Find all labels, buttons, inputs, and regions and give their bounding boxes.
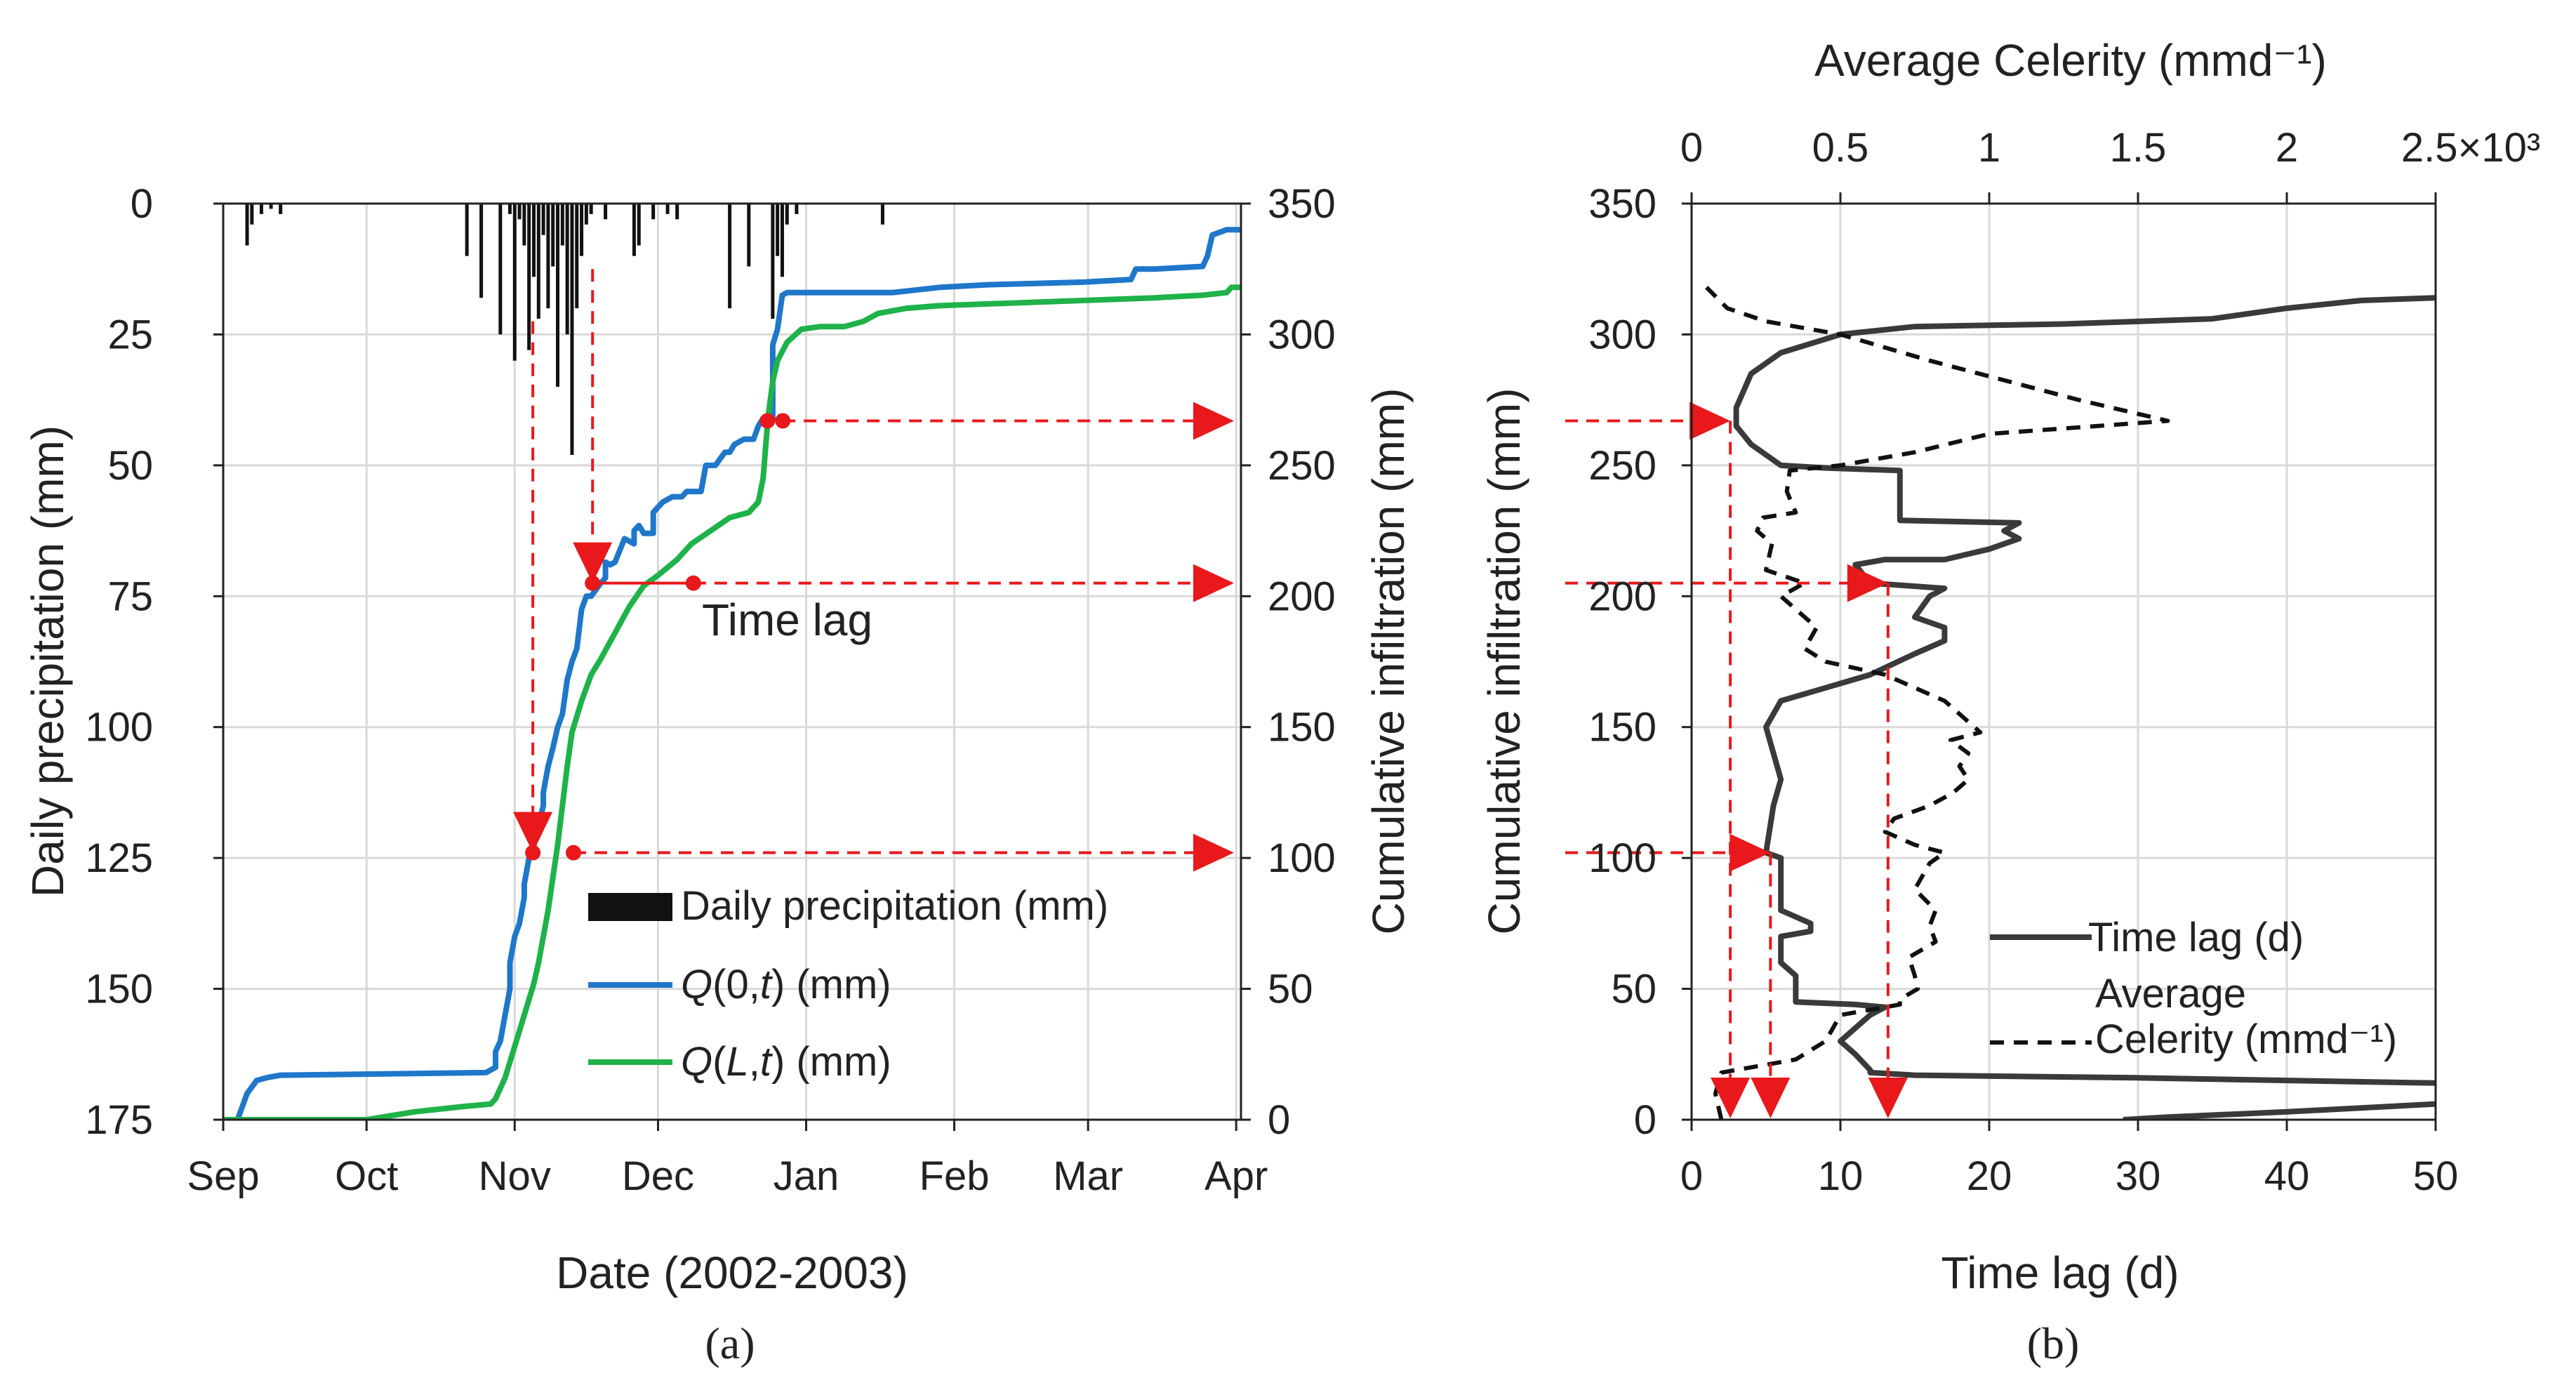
chart-a-y-left-tick-label: 100	[85, 705, 153, 750]
chart-b-ticks: 0 10 20 30 40 50 0 0.5 1 1.5 2 2.5×10³ 0 50 100 150 200 2…	[1588, 125, 2540, 1199]
chart-b-series-celerity-line	[1705, 286, 2170, 1120]
chart-a-y-right-tick-label: 50	[1268, 967, 1313, 1012]
chart-a-y-right-tick-label: 150	[1268, 705, 1336, 750]
chart-a-series	[223, 227, 1241, 1120]
chart-a-y-right-tick-label: 200	[1268, 574, 1336, 619]
chart-b-y-tick-label: 50	[1611, 967, 1657, 1012]
chart-a-arrows	[513, 269, 1234, 872]
chart-a-y-left-tick-label: 50	[107, 443, 153, 489]
chart-a-x-tick-label: Oct	[335, 1153, 398, 1199]
chart-a-y-left-tick-label: 175	[85, 1097, 153, 1143]
chart-b-x2-axis-title: Average Celerity (mmd⁻¹)	[1814, 35, 2327, 86]
chart-b-y-tick-label: 300	[1588, 312, 1657, 357]
chart-a-down-arrow-head	[513, 812, 553, 853]
chart-b-x2-tick-label: 0.5	[1812, 125, 1869, 171]
chart-a-marker	[775, 413, 791, 429]
chart-a-x-axis-title: Date (2002-2003)	[556, 1247, 908, 1298]
chart-b-down-arrow-head	[1751, 1078, 1791, 1118]
chart-b-y-tick-label: 200	[1588, 574, 1657, 619]
chart-a-y-left-axis-title: Daily precipitation (mm)	[22, 425, 73, 897]
chart-b-x-tick-label: 10	[1818, 1153, 1864, 1199]
chart-b-x-tick-label: 30	[2116, 1153, 2161, 1199]
chart-b-series	[1705, 286, 2436, 1120]
chart-a-y-right-tick-label: 100	[1268, 835, 1336, 881]
chart-a-y-left-tick-label: 25	[107, 312, 153, 357]
chart-b-plot-frame	[1690, 202, 2437, 1121]
chart-a-x-tick-label: Mar	[1053, 1153, 1123, 1199]
chart-a-y-right-axis-title: Cumulative infiltration (mm)	[1363, 388, 1414, 935]
chart-b-x2-tick-label: 2	[2276, 125, 2298, 171]
chart-a-series-q0-line	[223, 227, 1241, 1120]
chart-a-x-tick-label: Sep	[187, 1153, 259, 1199]
chart-a-marker	[585, 575, 601, 591]
chart-b-down-arrow-head	[1711, 1078, 1751, 1118]
chart-b-right-arrow-head	[1729, 833, 1771, 872]
legend-timelag-label: Time lag (d)	[2088, 915, 2304, 960]
chart-a-y-right-tick-label: 250	[1268, 443, 1336, 489]
chart-a-ticks: Sep Oct Nov Dec Jan Feb Mar Apr0255075100125150…	[85, 181, 1336, 1199]
chart-a-x-tick-label: Jan	[774, 1153, 839, 1199]
legend-celerity-label-line1: Average	[2095, 971, 2246, 1017]
chart-b-y-tick-label: 100	[1588, 835, 1657, 881]
chart-b-arrows	[1565, 402, 1908, 1118]
chart-b-y-tick-label: 0	[1634, 1097, 1657, 1143]
legend-precip-swatch	[588, 893, 672, 921]
chart-a-series-ql-line	[223, 284, 1241, 1120]
legend-celerity-label-line2: Celerity (mmd⁻¹)	[2095, 1017, 2397, 1062]
chart-b-x-tick-label: 40	[2264, 1153, 2310, 1199]
chart-a-y-right-tick-label: 300	[1268, 312, 1336, 357]
chart-a-gridlines	[223, 202, 1241, 1121]
chart-a-right-arrow-head	[1193, 402, 1234, 440]
chart-b-y-axis-title: Cumulative infiltration (mm)	[1479, 388, 1529, 935]
chart-b-x-tick-label: 50	[2413, 1153, 2459, 1199]
chart-b-x-tick-label: 20	[1967, 1153, 2012, 1199]
chart-a-marker	[525, 845, 541, 861]
panel-a-label: (a)	[705, 1318, 755, 1368]
chart-b-right-arrow-head	[1689, 402, 1731, 440]
chart-b-x2-tick-label: 1.5	[2110, 125, 2167, 171]
chart-a-y-left-tick-label: 150	[85, 967, 153, 1012]
chart-b: 0 10 20 30 40 50 0 0.5 1 1.5 2 2.5×10³ 0 50 100 150 200 2…	[1479, 35, 2540, 1368]
legend-precip-label: Daily precipitation (mm)	[681, 883, 1108, 929]
chart-b-x-axis-title: Time lag (d)	[1941, 1247, 2179, 1298]
chart-a-x-tick-label: Dec	[622, 1153, 694, 1199]
chart-a-y-right-tick-label: 0	[1268, 1097, 1290, 1143]
chart-a-right-arrow-head	[1193, 833, 1234, 872]
chart-b-series-time-lag-tail	[2123, 1101, 2436, 1120]
chart-a: Sep Oct Nov Dec Jan Feb Mar Apr0255075100125150…	[22, 181, 1414, 1368]
chart-a-plot-frame	[222, 202, 1242, 1121]
chart-a-annotation-time-lag: Time lag	[702, 595, 872, 645]
chart-b-gridlines	[1690, 202, 2437, 1121]
chart-a-x-tick-label: Feb	[919, 1153, 990, 1199]
chart-b-x-tick-label: 0	[1680, 1153, 1703, 1199]
chart-a-right-arrow-head	[1193, 564, 1234, 602]
panel-b-label: (b)	[2027, 1318, 2080, 1368]
chart-b-right-arrow-head	[1847, 564, 1888, 602]
legend-q0-label: Q(0,t) (mm)	[681, 962, 891, 1007]
chart-b-series-time-lag-line	[1733, 295, 2436, 1086]
chart-a-x-tick-label: Nov	[479, 1153, 551, 1199]
chart-b-y-tick-label: 250	[1588, 443, 1657, 489]
chart-b-legend: Time lag (d) Average Celerity (mmd⁻¹)	[1990, 915, 2397, 1062]
chart-a-y-left-tick-label: 0	[131, 181, 153, 227]
chart-b-x2-tick-label: 0	[1680, 125, 1703, 171]
chart-b-down-arrow-head	[1868, 1078, 1908, 1118]
chart-a-marker	[759, 413, 776, 429]
chart-a-legend: Daily precipitation (mm) Q(0,t) (mm) Q(L…	[588, 883, 1108, 1085]
chart-b-x2-tick-label: 2.5×10³	[2401, 125, 2540, 171]
chart-b-y-tick-label: 350	[1588, 181, 1657, 227]
chart-a-down-arrow-head	[573, 542, 613, 583]
chart-b-x2-tick-label: 1	[1978, 125, 2000, 171]
chart-a-x-tick-label: Apr	[1204, 1153, 1268, 1199]
chart-b-y-tick-label: 150	[1588, 705, 1657, 750]
chart-a-y-right-tick-label: 350	[1268, 181, 1336, 227]
chart-a-marker	[565, 845, 581, 861]
legend-ql-label: Q(L,t) (mm)	[681, 1039, 891, 1085]
chart-a-precipitation-bars	[245, 204, 884, 455]
chart-a-y-left-tick-label: 125	[85, 835, 153, 881]
chart-a-y-left-tick-label: 75	[107, 574, 153, 619]
chart-a-marker	[685, 575, 701, 591]
